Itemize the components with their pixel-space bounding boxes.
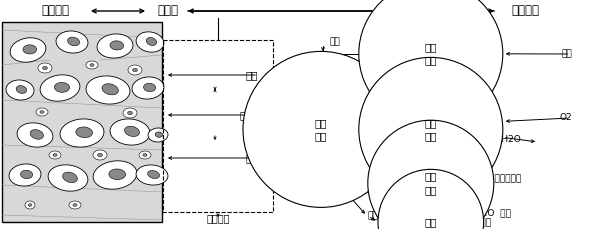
Ellipse shape <box>90 64 94 66</box>
Text: 食物: 食物 <box>561 49 572 58</box>
Ellipse shape <box>143 154 147 156</box>
Ellipse shape <box>49 151 61 159</box>
Text: H2O  尿素: H2O 尿素 <box>475 208 511 218</box>
Text: 养料: 养料 <box>300 93 311 103</box>
Text: H2O、无机盐、: H2O、无机盐、 <box>475 174 521 183</box>
Ellipse shape <box>40 111 44 113</box>
Text: 组织液: 组织液 <box>239 110 258 120</box>
Text: 尿素等: 尿素等 <box>475 185 491 194</box>
Bar <box>163 40 273 212</box>
Ellipse shape <box>93 161 137 189</box>
Text: 循环
系统: 循环 系统 <box>315 118 327 141</box>
Ellipse shape <box>62 172 77 183</box>
Ellipse shape <box>132 77 164 99</box>
Ellipse shape <box>69 201 81 209</box>
Circle shape <box>359 57 503 201</box>
Ellipse shape <box>136 165 168 185</box>
Ellipse shape <box>25 201 35 209</box>
Text: O2: O2 <box>559 114 572 123</box>
Text: CO2,H2O: CO2,H2O <box>405 123 443 133</box>
Ellipse shape <box>97 34 133 58</box>
Ellipse shape <box>60 119 104 147</box>
Ellipse shape <box>102 84 118 95</box>
Ellipse shape <box>23 45 37 54</box>
Circle shape <box>368 120 494 229</box>
Ellipse shape <box>40 75 80 101</box>
Ellipse shape <box>139 151 151 159</box>
Text: 呼吸
系统: 呼吸 系统 <box>425 118 437 141</box>
Ellipse shape <box>9 164 41 186</box>
Text: 组织细胞: 组织细胞 <box>41 5 69 17</box>
Ellipse shape <box>55 82 70 92</box>
Ellipse shape <box>93 150 107 160</box>
Ellipse shape <box>148 128 168 142</box>
Ellipse shape <box>110 41 124 50</box>
Ellipse shape <box>86 76 130 104</box>
Ellipse shape <box>125 126 139 136</box>
Text: O2: O2 <box>405 101 418 109</box>
Ellipse shape <box>30 130 43 139</box>
Bar <box>2 22 162 222</box>
Ellipse shape <box>36 108 48 116</box>
Ellipse shape <box>20 170 32 179</box>
Ellipse shape <box>128 111 133 115</box>
Ellipse shape <box>6 80 34 100</box>
Circle shape <box>359 0 503 126</box>
Text: 养料: 养料 <box>393 38 404 46</box>
Text: 废物: 废物 <box>300 142 311 152</box>
Ellipse shape <box>68 37 80 46</box>
Ellipse shape <box>148 171 160 178</box>
Ellipse shape <box>123 108 137 118</box>
Ellipse shape <box>53 154 57 156</box>
Ellipse shape <box>146 38 157 46</box>
Text: 细胞外液: 细胞外液 <box>206 213 230 223</box>
Text: 养料: 养料 <box>330 38 341 46</box>
Ellipse shape <box>155 132 163 137</box>
Ellipse shape <box>28 204 32 206</box>
Ellipse shape <box>133 68 137 72</box>
Ellipse shape <box>86 61 98 69</box>
Ellipse shape <box>136 32 164 52</box>
Ellipse shape <box>76 127 92 138</box>
Circle shape <box>378 169 484 229</box>
Ellipse shape <box>109 169 125 180</box>
Ellipse shape <box>16 86 26 93</box>
Ellipse shape <box>98 153 103 157</box>
Text: O2: O2 <box>300 111 313 120</box>
Ellipse shape <box>110 119 150 145</box>
Ellipse shape <box>128 65 142 75</box>
Text: CO2: CO2 <box>300 128 319 136</box>
Text: 皮肤: 皮肤 <box>425 217 437 227</box>
Ellipse shape <box>10 38 46 62</box>
Text: 无机盐: 无机盐 <box>475 218 491 227</box>
Ellipse shape <box>56 31 88 53</box>
Ellipse shape <box>48 165 88 191</box>
Ellipse shape <box>38 63 52 73</box>
Text: 废物: 废物 <box>368 177 379 186</box>
Text: 血浆: 血浆 <box>245 70 258 80</box>
Text: 消化
系统: 消化 系统 <box>425 42 437 65</box>
Text: CO2+H2O: CO2+H2O <box>475 136 521 144</box>
Text: 外界环境: 外界环境 <box>511 5 539 17</box>
Ellipse shape <box>17 123 53 147</box>
Text: 内环境: 内环境 <box>157 5 179 17</box>
Ellipse shape <box>43 66 47 70</box>
Text: 泌尿
系统: 泌尿 系统 <box>425 172 437 195</box>
Ellipse shape <box>73 204 77 206</box>
Text: 废物: 废物 <box>368 212 379 221</box>
Circle shape <box>243 51 399 207</box>
Ellipse shape <box>143 83 155 92</box>
Text: 淋巴: 淋巴 <box>245 153 258 163</box>
